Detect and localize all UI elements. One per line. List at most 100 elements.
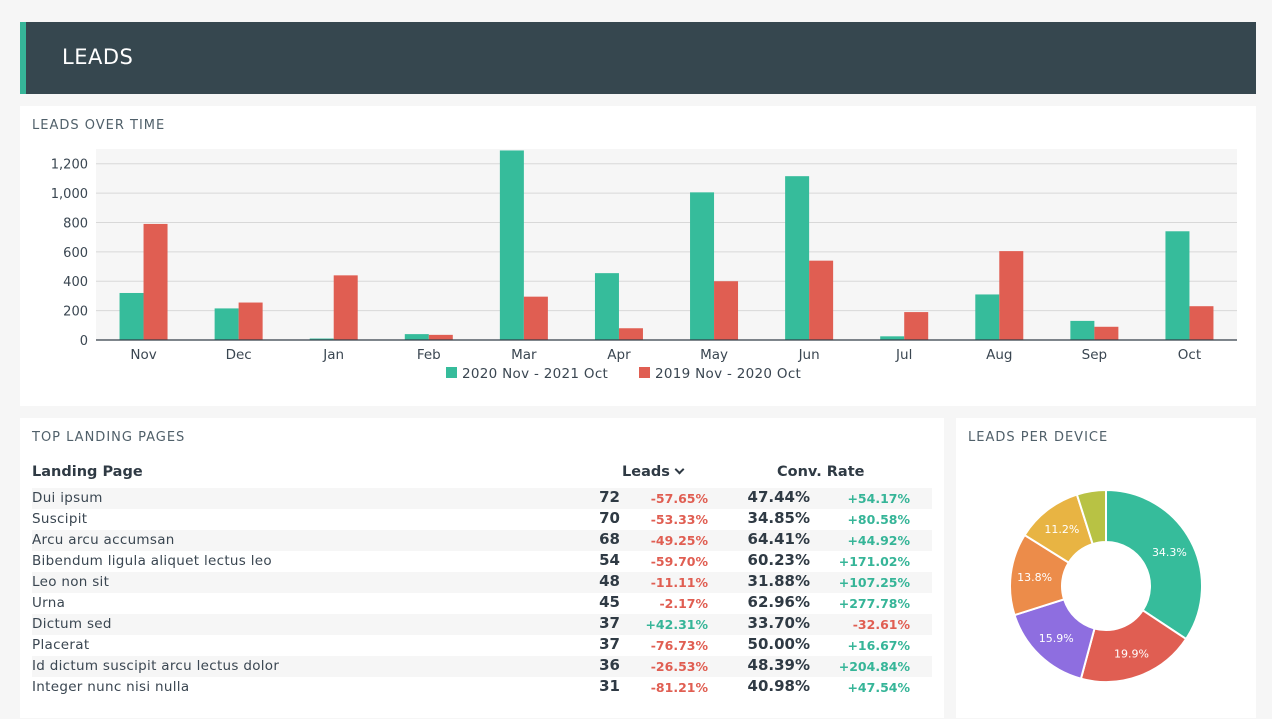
- x-tick-label: Sep: [1082, 347, 1107, 363]
- conv-rate-delta: -32.61%: [852, 617, 910, 632]
- leads-over-time-panel: LEADS OVER TIME 0 200 400 600 800 1,000 1,200 N…: [20, 106, 1256, 406]
- leads-value: 70: [599, 509, 620, 527]
- bar-sep-series-2[interactable]: [1094, 326, 1119, 340]
- bar-feb-series-2[interactable]: [428, 334, 453, 340]
- leads-value: 37: [599, 614, 620, 632]
- legend-item-series-1[interactable]: 2020 Nov - 2021 Oct: [446, 366, 608, 382]
- conv-rate-delta: +171.02%: [838, 554, 910, 569]
- conv-rate-delta: +44.92%: [847, 533, 910, 548]
- bar-dec-series-2[interactable]: [238, 302, 263, 340]
- bar-mar-series-1[interactable]: [499, 150, 524, 340]
- leads-value: 72: [599, 488, 620, 506]
- leads-value: 45: [599, 593, 620, 611]
- x-tick-label: Jan: [322, 347, 344, 363]
- legend-swatch: [446, 367, 457, 378]
- donut-slice-1[interactable]: [1105, 488, 1203, 641]
- conv-rate-value: 48.39%: [747, 656, 810, 674]
- bar-nov-series-1[interactable]: [119, 292, 144, 340]
- column-header-leads-label: Leads: [622, 464, 670, 480]
- bar-aug-series-2[interactable]: [999, 251, 1024, 340]
- table-row[interactable]: Dictum sed 37 +42.31% 33.70% -32.61%: [32, 614, 932, 635]
- column-header-landing-page[interactable]: Landing Page: [32, 464, 143, 480]
- bar-oct-series-2[interactable]: [1189, 306, 1214, 340]
- page-title: LEADS: [62, 45, 134, 69]
- bar-jan-series-2[interactable]: [333, 275, 358, 340]
- table-row[interactable]: Leo non sit 48 -11.11% 31.88% +107.25%: [32, 572, 932, 593]
- leads-value: 36: [599, 656, 620, 674]
- bar-jul-series-1[interactable]: [880, 336, 905, 340]
- landing-page-name: Dui ipsum: [32, 490, 103, 506]
- bar-nov-series-2[interactable]: [143, 223, 168, 340]
- table-row[interactable]: Arcu arcu accumsan 68 -49.25% 64.41% +44.92%: [32, 530, 932, 551]
- legend-label: 2019 Nov - 2020 Oct: [655, 366, 801, 382]
- x-tick-label: Dec: [226, 347, 252, 363]
- x-tick-label: Jul: [895, 347, 912, 363]
- leads-value: 48: [599, 572, 620, 590]
- bar-mar-series-2[interactable]: [523, 296, 548, 340]
- dashboard-header: LEADS: [20, 22, 1256, 94]
- conv-rate-value: 47.44%: [747, 488, 810, 506]
- leads-delta: -59.70%: [650, 554, 708, 569]
- leads-delta: +42.31%: [645, 617, 708, 632]
- conv-rate-delta: +204.84%: [838, 659, 910, 674]
- x-tick-label: Feb: [417, 347, 441, 363]
- x-tick-label: Jun: [798, 347, 820, 363]
- y-tick-label: 200: [63, 305, 88, 320]
- landing-pages-table: Dui ipsum 72 -57.65% 47.44% +54.17% Suscipit 7…: [32, 488, 932, 698]
- column-header-leads[interactable]: Leads: [622, 464, 685, 480]
- conv-rate-delta: +47.54%: [847, 680, 910, 695]
- bar-jul-series-2[interactable]: [904, 312, 929, 340]
- legend-swatch: [639, 367, 650, 378]
- landing-page-name: Integer nunc nisi nulla: [32, 679, 190, 695]
- legend-item-series-2[interactable]: 2019 Nov - 2020 Oct: [639, 366, 801, 382]
- bar-aug-series-1[interactable]: [975, 294, 1000, 340]
- conv-rate-value: 31.88%: [747, 572, 810, 590]
- donut-slice-6[interactable]: [1075, 488, 1107, 546]
- chevron-down-icon: [674, 464, 685, 475]
- bar-may-series-2[interactable]: [714, 281, 739, 340]
- conv-rate-delta: +107.25%: [838, 575, 910, 590]
- landing-page-name: Urna: [32, 595, 66, 611]
- leads-value: 54: [599, 551, 620, 569]
- bar-apr-series-1[interactable]: [594, 273, 619, 340]
- landing-page-name: Placerat: [32, 637, 90, 653]
- top-landing-pages-panel: TOP LANDING PAGES Landing Page Leads Con…: [20, 418, 944, 718]
- donut-slice-2[interactable]: [1079, 608, 1188, 683]
- table-row[interactable]: Integer nunc nisi nulla 31 -81.21% 40.98% +4…: [32, 677, 932, 698]
- conv-rate-value: 50.00%: [747, 635, 810, 653]
- bar-apr-series-2[interactable]: [618, 328, 643, 340]
- leads-delta: -57.65%: [650, 491, 708, 506]
- bar-oct-series-1[interactable]: [1165, 231, 1190, 340]
- y-tick-label: 1,200: [51, 158, 88, 173]
- bar-jan-series-1[interactable]: [309, 338, 334, 340]
- table-row[interactable]: Suscipit 70 -53.33% 34.85% +80.58%: [32, 509, 932, 530]
- table-row[interactable]: Bibendum ligula aliquet lectus leo 54 -59.…: [32, 551, 932, 572]
- leads-delta: -26.53%: [650, 659, 708, 674]
- bar-jun-series-1[interactable]: [785, 176, 810, 340]
- donut-slice-label: 11.2%: [1044, 523, 1079, 536]
- x-tick-label: Oct: [1178, 347, 1201, 363]
- bar-jun-series-2[interactable]: [809, 260, 834, 340]
- x-tick-label: Aug: [986, 347, 1012, 363]
- y-tick-label: 1,000: [51, 187, 88, 202]
- landing-page-name: Leo non sit: [32, 574, 110, 590]
- conv-rate-delta: +80.58%: [847, 512, 910, 527]
- table-row[interactable]: Dui ipsum 72 -57.65% 47.44% +54.17%: [32, 488, 932, 509]
- leads-delta: -81.21%: [650, 680, 708, 695]
- panel-title: LEADS PER DEVICE: [968, 430, 1109, 445]
- leads-value: 31: [599, 677, 620, 695]
- panel-title: TOP LANDING PAGES: [32, 430, 186, 445]
- bar-may-series-1[interactable]: [690, 192, 715, 340]
- conv-rate-value: 34.85%: [747, 509, 810, 527]
- column-header-conv-rate[interactable]: Conv. Rate: [777, 464, 865, 480]
- table-row[interactable]: Placerat 37 -76.73% 50.00% +16.67%: [32, 635, 932, 656]
- bar-sep-series-1[interactable]: [1070, 320, 1095, 340]
- bar-feb-series-1[interactable]: [404, 334, 429, 340]
- landing-page-name: Arcu arcu accumsan: [32, 532, 175, 548]
- table-row[interactable]: Id dictum suscipit arcu lectus dolor 36 -2…: [32, 656, 932, 677]
- table-row[interactable]: Urna 45 -2.17% 62.96% +277.78%: [32, 593, 932, 614]
- conv-rate-value: 33.70%: [747, 614, 810, 632]
- bar-dec-series-1[interactable]: [214, 308, 239, 340]
- leads-delta: -11.11%: [650, 575, 708, 590]
- y-tick-label: 0: [80, 334, 88, 349]
